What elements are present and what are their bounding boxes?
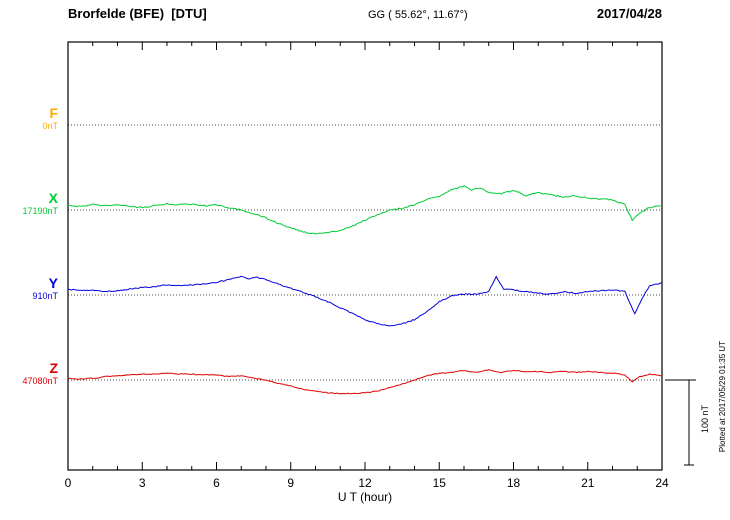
component-label-z: Z 47080nT: [0, 361, 58, 386]
component-letter-x: X: [48, 190, 58, 206]
x-tick-label: 0: [65, 476, 72, 490]
component-letter-f: F: [49, 105, 58, 121]
trace-y: [67, 275, 663, 327]
observation-date: 2017/04/28: [596, 6, 662, 21]
x-tick-label: 18: [507, 476, 521, 490]
component-baseline-z: 47080nT: [22, 376, 58, 386]
component-label-y: Y 910nT: [0, 276, 58, 301]
plotted-at-caption: Plotted at 2017/05/29 01:35 UT: [718, 340, 727, 453]
component-letter-z: Z: [49, 360, 58, 376]
baseline-gridlines: [68, 124, 662, 381]
component-baseline-y: 910nT: [32, 291, 58, 301]
component-label-x: X 17190nT: [0, 191, 58, 216]
x-tick-label: 12: [358, 476, 372, 490]
station-title: Brorfelde (BFE) [DTU]: [68, 6, 207, 21]
hour-ticks: [67, 42, 663, 470]
geographic-coordinates: GG ( 55.62°, 11.67°): [368, 9, 468, 21]
trace-z: [67, 368, 663, 395]
plot-border: [67, 41, 663, 471]
x-tick-label: 9: [287, 476, 294, 490]
component-baseline-x: 17190nT: [22, 206, 58, 216]
x-tick-label: 21: [581, 476, 595, 490]
component-label-f: F 0nT: [0, 106, 58, 131]
component-letter-y: Y: [48, 275, 58, 291]
x-tick-label: 3: [139, 476, 146, 490]
scale-bar: [665, 379, 696, 466]
x-axis-label: U T (hour): [337, 490, 393, 504]
trace-x: [67, 185, 663, 235]
component-baseline-f: 0nT: [42, 121, 58, 131]
x-tick-label: 24: [655, 476, 669, 490]
scale-bar-label: 100 nT: [700, 404, 710, 434]
x-tick-label: 6: [213, 476, 220, 490]
x-tick-label: 15: [433, 476, 447, 490]
x-tick-labels: 0 3 6 9 12 15 18 21 24: [65, 476, 669, 490]
